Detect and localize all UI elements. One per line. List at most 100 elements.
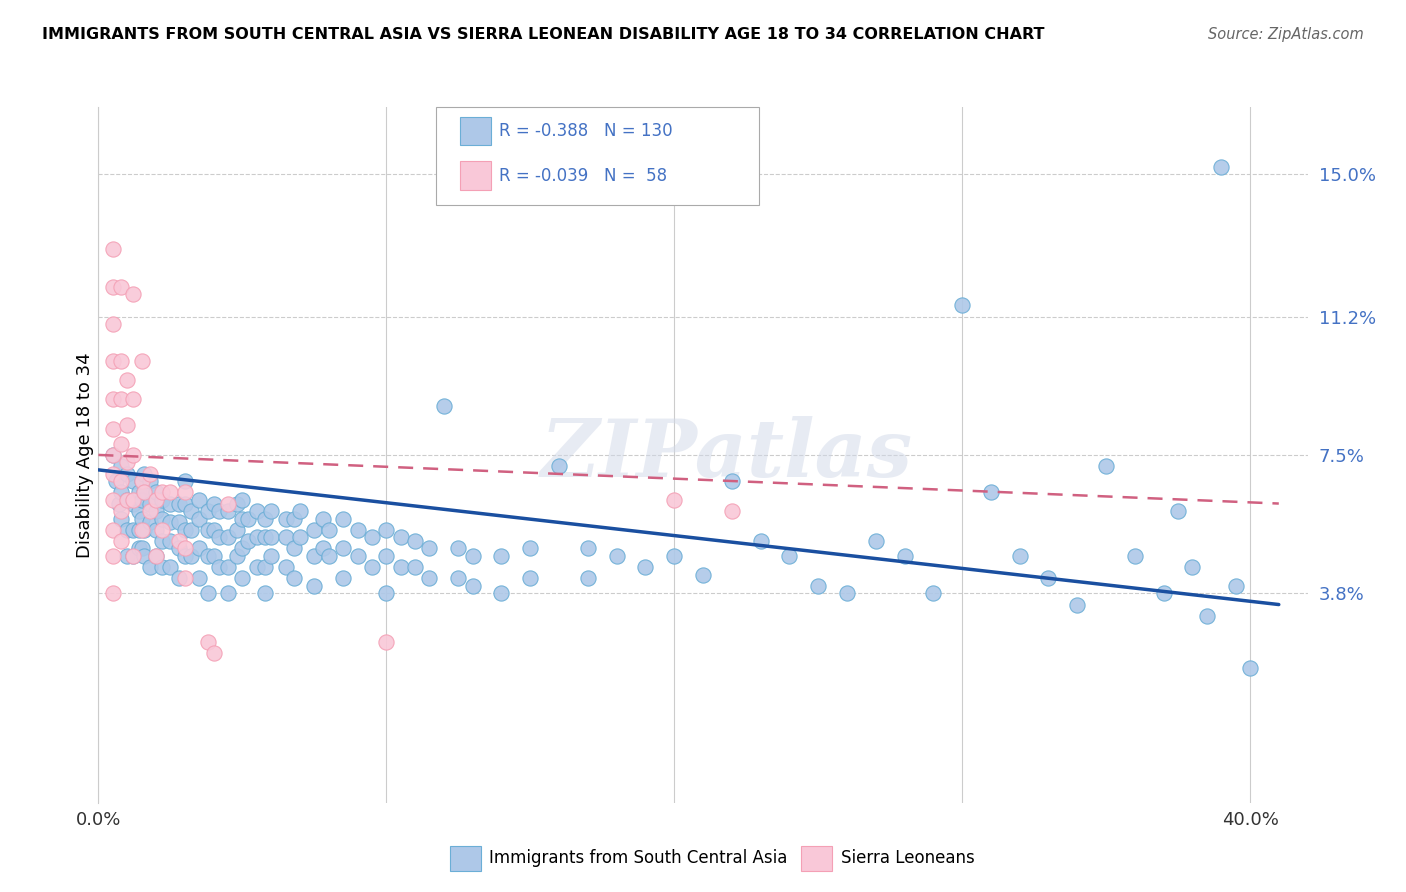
Point [447, 571, 470, 585]
Point [122, 523, 145, 537]
Point [519, 541, 541, 556]
Point [283, 511, 305, 525]
Point [202, 523, 225, 537]
Point [246, 560, 269, 574]
Point [101, 467, 124, 481]
Point [217, 504, 239, 518]
Point [197, 586, 219, 600]
Point [150, 533, 173, 548]
Point [101, 586, 124, 600]
Point [101, 242, 124, 256]
Point [865, 533, 887, 548]
Point [1066, 598, 1088, 612]
Point [274, 530, 297, 544]
Point [217, 586, 239, 600]
Point [122, 492, 145, 507]
Point [134, 523, 156, 537]
Point [274, 511, 297, 525]
Point [173, 523, 195, 537]
Point [1008, 549, 1031, 563]
Point [318, 523, 340, 537]
Point [225, 497, 247, 511]
Point [254, 586, 277, 600]
Point [835, 586, 858, 600]
Point [134, 467, 156, 481]
Point [150, 523, 173, 537]
Point [389, 530, 412, 544]
Point [361, 560, 384, 574]
Point [122, 549, 145, 563]
Point [246, 530, 269, 544]
Point [332, 571, 354, 585]
Point [720, 474, 742, 488]
Point [115, 492, 138, 507]
Point [173, 541, 195, 556]
Point [404, 533, 426, 548]
Point [173, 497, 195, 511]
Point [173, 571, 195, 585]
Point [115, 523, 138, 537]
Point [720, 504, 742, 518]
Point [231, 571, 253, 585]
Point [447, 541, 470, 556]
Point [110, 511, 132, 525]
Point [375, 635, 398, 649]
Point [167, 541, 190, 556]
Point [288, 530, 311, 544]
Point [101, 392, 124, 406]
Point [128, 504, 150, 518]
Point [404, 560, 426, 574]
Point [346, 549, 368, 563]
Point [375, 523, 398, 537]
Point [139, 515, 162, 529]
Point [145, 504, 167, 518]
Point [217, 530, 239, 544]
Point [260, 504, 283, 518]
Point [332, 511, 354, 525]
Point [1038, 571, 1060, 585]
Point [231, 541, 253, 556]
Point [318, 549, 340, 563]
Point [122, 392, 145, 406]
Point [548, 459, 571, 474]
Point [312, 511, 335, 525]
Point [312, 541, 335, 556]
Point [131, 523, 153, 537]
Point [1123, 549, 1146, 563]
Point [375, 549, 398, 563]
Point [145, 549, 167, 563]
Text: R = -0.039   N =  58: R = -0.039 N = 58 [499, 167, 668, 185]
Point [283, 571, 305, 585]
Point [236, 511, 259, 525]
Point [664, 549, 686, 563]
Point [150, 511, 173, 525]
Point [197, 549, 219, 563]
Point [260, 530, 283, 544]
Point [634, 560, 657, 574]
Point [188, 511, 211, 525]
Point [131, 511, 153, 525]
Point [208, 530, 231, 544]
Point [122, 549, 145, 563]
Point [110, 504, 132, 518]
Point [288, 504, 311, 518]
Point [145, 549, 167, 563]
Point [807, 579, 830, 593]
Point [131, 541, 153, 556]
Point [159, 515, 181, 529]
Text: ZIPatlas: ZIPatlas [541, 417, 914, 493]
Point [217, 560, 239, 574]
Point [115, 455, 138, 469]
Point [115, 492, 138, 507]
Point [576, 541, 599, 556]
Point [150, 560, 173, 574]
Point [134, 485, 156, 500]
Point [231, 492, 253, 507]
Point [110, 279, 132, 293]
Point [980, 485, 1002, 500]
Point [101, 549, 124, 563]
Point [110, 459, 132, 474]
Point [173, 485, 195, 500]
Point [128, 485, 150, 500]
Point [950, 298, 973, 312]
